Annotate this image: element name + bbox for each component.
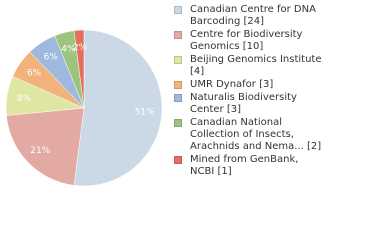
- legend-swatch: [174, 94, 182, 102]
- legend-item: Beijing Genomics Institute [4]: [172, 54, 352, 78]
- slice-label: 2%: [73, 43, 88, 53]
- pie-slice: [6, 107, 85, 186]
- legend-swatch: [174, 56, 182, 64]
- legend-label: Naturalis Biodiversity Center [3]: [190, 92, 297, 115]
- legend-swatch: [174, 6, 182, 14]
- slice-label: 21%: [30, 146, 50, 156]
- legend-item: Canadian National Collection of Insects,…: [172, 117, 352, 153]
- legend: Canadian Centre for DNA Barcoding [24] Ce…: [172, 4, 352, 179]
- slice-label: 6%: [44, 53, 59, 63]
- slice-label: 8%: [17, 94, 32, 104]
- legend-swatch: [174, 31, 182, 39]
- legend-label: UMR Dynafor [3]: [190, 79, 274, 90]
- slice-label: 51%: [135, 107, 155, 117]
- legend-swatch: [174, 81, 182, 89]
- pie-slice: [73, 29, 163, 187]
- legend-label: Canadian Centre for DNA Barcoding [24]: [190, 4, 316, 27]
- slice-label: 6%: [27, 69, 42, 79]
- legend-label: Beijing Genomics Institute [4]: [190, 54, 322, 77]
- legend-label: Mined from GenBank, NCBI [1]: [190, 154, 299, 177]
- legend-label: Canadian National Collection of Insects,…: [190, 117, 322, 152]
- legend-item: Centre for Biodiversity Genomics [10]: [172, 29, 352, 53]
- slice-label: 4%: [61, 45, 76, 55]
- pie-slice: [73, 29, 85, 109]
- legend-swatch: [174, 156, 182, 164]
- legend-item: Naturalis Biodiversity Center [3]: [172, 92, 352, 116]
- legend-item: Canadian Centre for DNA Barcoding [24]: [172, 4, 352, 28]
- pie-area: 51%21%8%6%6%4%2%: [5, 29, 163, 187]
- legend-label: Centre for Biodiversity Genomics [10]: [190, 29, 303, 52]
- legend-swatch: [174, 119, 182, 127]
- legend-item: Mined from GenBank, NCBI [1]: [172, 154, 352, 178]
- legend-item: UMR Dynafor [3]: [172, 79, 352, 91]
